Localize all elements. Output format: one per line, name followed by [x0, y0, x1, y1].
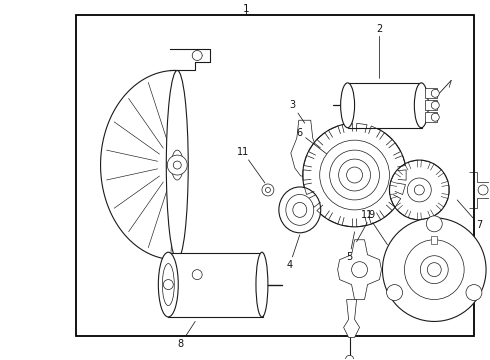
Bar: [168, 253, 263, 318]
Circle shape: [407, 178, 431, 202]
Text: 1: 1: [243, 4, 249, 14]
Circle shape: [192, 270, 202, 280]
Text: 7: 7: [457, 200, 482, 230]
Text: 4: 4: [287, 235, 300, 270]
Circle shape: [404, 240, 464, 300]
Bar: [75, 15, 474, 336]
Circle shape: [163, 280, 173, 289]
Circle shape: [390, 160, 449, 220]
Circle shape: [426, 216, 442, 232]
Text: 2: 2: [376, 24, 383, 78]
Text: 11: 11: [362, 210, 388, 245]
Text: 8: 8: [177, 321, 195, 349]
Circle shape: [478, 185, 488, 195]
Circle shape: [192, 50, 202, 60]
Circle shape: [352, 262, 368, 278]
Polygon shape: [343, 300, 360, 337]
Text: 11: 11: [237, 147, 265, 183]
Circle shape: [303, 123, 406, 227]
Ellipse shape: [341, 83, 355, 128]
Circle shape: [387, 285, 403, 301]
Ellipse shape: [256, 252, 268, 317]
Circle shape: [262, 184, 274, 196]
Circle shape: [431, 101, 439, 109]
Circle shape: [415, 185, 424, 195]
Circle shape: [427, 263, 441, 276]
Text: 9: 9: [357, 210, 374, 242]
Circle shape: [167, 155, 187, 175]
Polygon shape: [291, 120, 318, 176]
Circle shape: [466, 285, 482, 301]
Bar: [347, 84, 422, 128]
Bar: [431, 236, 437, 244]
Circle shape: [431, 113, 439, 121]
Ellipse shape: [415, 83, 428, 128]
Ellipse shape: [172, 150, 183, 180]
Circle shape: [346, 167, 363, 183]
Ellipse shape: [158, 252, 178, 317]
Ellipse shape: [293, 202, 307, 217]
Ellipse shape: [286, 194, 314, 225]
Ellipse shape: [162, 264, 174, 306]
Circle shape: [319, 140, 390, 210]
Circle shape: [266, 188, 270, 193]
Ellipse shape: [279, 187, 321, 233]
Circle shape: [330, 150, 379, 200]
Bar: [425, 100, 437, 110]
Circle shape: [431, 89, 439, 97]
Polygon shape: [338, 240, 382, 300]
Text: 10: 10: [0, 359, 1, 360]
Bar: [425, 88, 437, 98]
Bar: [425, 112, 437, 122]
Text: 6: 6: [297, 128, 335, 160]
Text: 3: 3: [290, 100, 305, 123]
Ellipse shape: [166, 71, 188, 260]
Circle shape: [173, 161, 181, 169]
Circle shape: [339, 159, 370, 191]
Circle shape: [383, 218, 486, 321]
Circle shape: [345, 355, 354, 360]
Circle shape: [420, 256, 448, 284]
Text: 5: 5: [346, 232, 355, 262]
